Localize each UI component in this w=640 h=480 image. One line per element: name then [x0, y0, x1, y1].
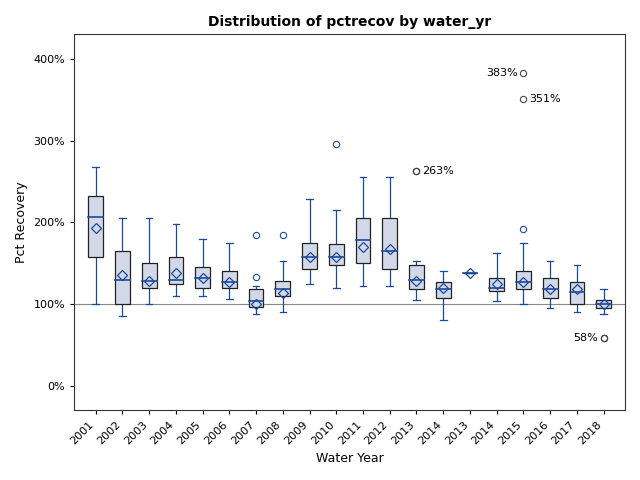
Bar: [222, 271, 237, 288]
Bar: [490, 278, 504, 291]
Text: 383%: 383%: [486, 68, 518, 78]
Text: 351%: 351%: [529, 94, 561, 104]
Bar: [516, 271, 531, 289]
Y-axis label: Pct Recovery: Pct Recovery: [15, 181, 28, 263]
Bar: [596, 300, 611, 308]
Bar: [168, 257, 183, 284]
Bar: [115, 251, 130, 304]
Bar: [356, 218, 371, 263]
Title: Distribution of pctrecov by water_yr: Distribution of pctrecov by water_yr: [208, 15, 492, 29]
Bar: [275, 281, 290, 296]
Bar: [142, 263, 157, 288]
Bar: [249, 289, 264, 307]
Text: 263%: 263%: [422, 166, 454, 176]
Bar: [383, 218, 397, 269]
Bar: [88, 196, 103, 257]
Text: 58%: 58%: [573, 334, 598, 343]
Bar: [409, 265, 424, 289]
Bar: [543, 278, 557, 298]
Bar: [302, 243, 317, 269]
Bar: [436, 282, 451, 299]
X-axis label: Water Year: Water Year: [316, 452, 383, 465]
Bar: [570, 282, 584, 304]
Bar: [195, 267, 210, 288]
Bar: [329, 244, 344, 265]
